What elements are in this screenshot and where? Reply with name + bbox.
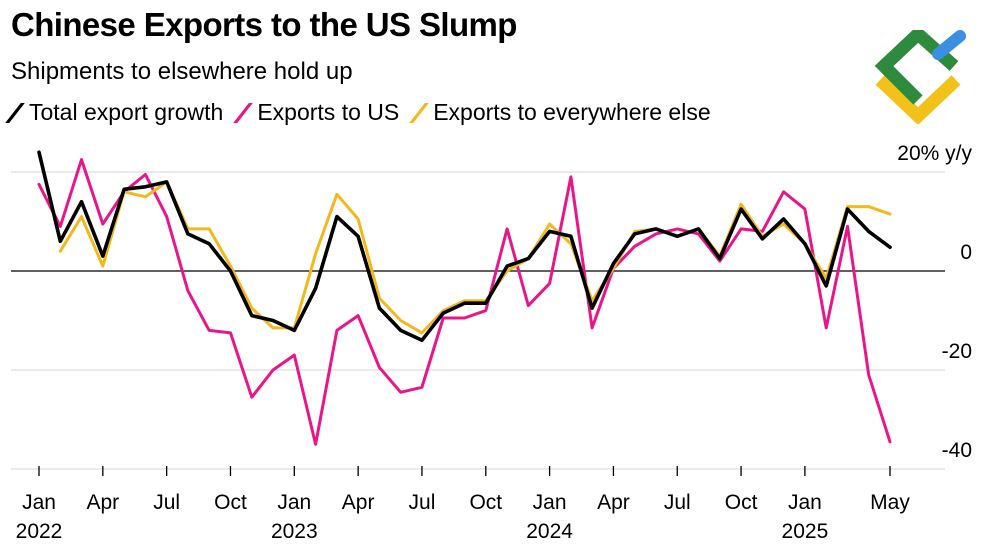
y-tick-label: -40: [942, 439, 972, 462]
x-tick-label: Oct: [469, 491, 502, 514]
brand-logo-icon: [874, 25, 968, 125]
legend-label-total: Total export growth: [29, 99, 224, 125]
logo-blue-stroke: [932, 30, 966, 60]
x-year-label: 2022: [16, 520, 63, 543]
x-tick-label: Jan: [277, 491, 311, 514]
x-tick-label: Jul: [153, 491, 180, 514]
series-line-else: [58, 180, 892, 335]
legend-label-us: Exports to US: [257, 99, 400, 125]
x-tick-label: May: [870, 491, 910, 514]
x-tick-label: Apr: [86, 491, 119, 514]
chart-legend: Total export growth Exports to US Export…: [5, 99, 729, 126]
x-tick-label: Apr: [342, 491, 375, 514]
y-tick-label: 0: [960, 241, 972, 264]
x-tick-label: Jan: [533, 491, 567, 514]
legend-item-else: Exports to everywhere else: [409, 99, 711, 126]
legend-item-us: Exports to US: [233, 99, 400, 126]
x-tick-label: Jan: [22, 491, 56, 514]
y-tick-label: -20: [942, 340, 972, 363]
x-tick-label: Jul: [664, 491, 691, 514]
x-tick-label: Jan: [788, 491, 822, 514]
x-year-label: 2023: [271, 520, 318, 543]
x-tick-label: Apr: [597, 491, 630, 514]
series-line-total: [37, 150, 892, 343]
x-year-label: 2025: [782, 520, 829, 543]
legend-label-else: Exports to everywhere else: [433, 99, 711, 125]
series-line-us: [37, 158, 892, 446]
legend-item-total: Total export growth: [5, 99, 224, 126]
x-year-label: 2024: [526, 520, 573, 543]
logo-yellow-chevron: [875, 75, 961, 125]
y-tick-label: 20% y/y: [897, 142, 972, 165]
x-tick-label: Oct: [214, 491, 247, 514]
chart-title: Chinese Exports to the US Slump: [11, 6, 517, 43]
chart-subtitle: Shipments to elsewhere hold up: [11, 58, 353, 85]
x-tick-label: Oct: [725, 491, 758, 514]
x-tick-label: Jul: [409, 491, 436, 514]
